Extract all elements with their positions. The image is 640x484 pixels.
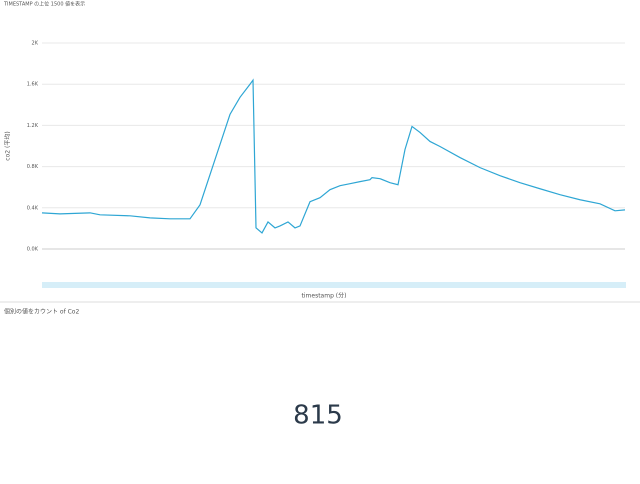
kpi-value: 815 xyxy=(293,401,343,431)
y-tick-label: 2K xyxy=(32,41,39,47)
y-tick-label: 0.4K xyxy=(27,205,39,211)
x-axis-label: timestamp (分) xyxy=(302,292,347,300)
scrollbar[interactable] xyxy=(42,282,626,288)
y-tick-label: 1.6K xyxy=(27,82,39,88)
kpi-title: 個別の値をカウント of Co2 xyxy=(4,308,79,316)
line-series xyxy=(41,78,626,234)
y-tick-label: 0.8K xyxy=(27,164,39,170)
chart-title: TIMESTAMP の上位 1500 値を表示 xyxy=(3,1,85,8)
y-tick-label: 1.2K xyxy=(27,123,39,129)
y-tick-label: 0.0K xyxy=(27,247,39,253)
y-axis-label: co2 (平均) xyxy=(4,131,12,160)
